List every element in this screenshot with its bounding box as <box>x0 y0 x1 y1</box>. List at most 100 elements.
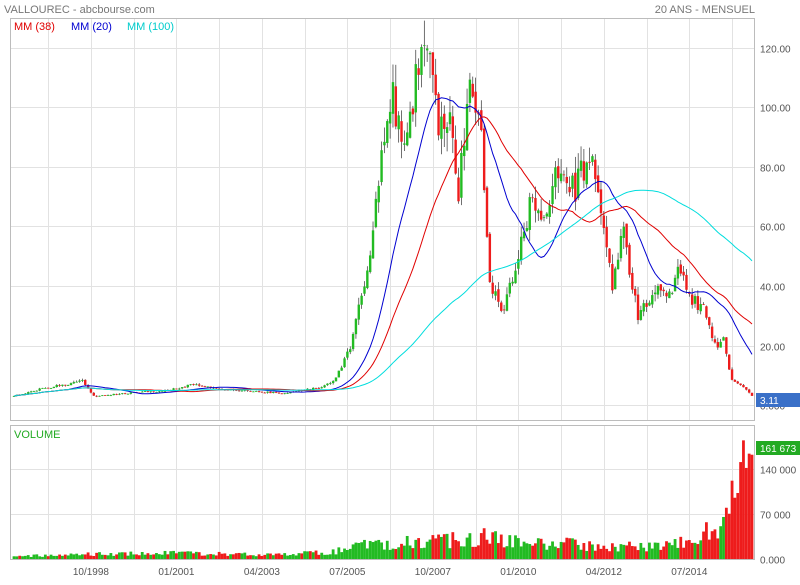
candle-body <box>608 248 611 263</box>
candle-body <box>437 93 440 136</box>
candle-body <box>742 384 745 388</box>
volume-bar <box>331 549 335 559</box>
volume-bar <box>340 552 344 559</box>
candle-body <box>44 387 47 389</box>
volume-bar <box>673 539 677 559</box>
volume-bar <box>146 553 150 559</box>
x-tick-label: 07/2005 <box>329 567 366 578</box>
volume-bar <box>345 550 349 559</box>
candle-body <box>431 52 435 76</box>
candle-body <box>32 391 36 393</box>
candle-body <box>21 393 24 395</box>
volume-bar <box>719 526 723 559</box>
volume-bar <box>516 538 520 559</box>
candle-body <box>522 231 526 239</box>
candle-body <box>614 268 617 290</box>
volume-bar <box>497 543 500 559</box>
candle-body <box>713 339 717 343</box>
volume-bar <box>576 544 580 559</box>
candle-body <box>548 205 551 217</box>
price-tick-label: 20.00 <box>760 343 785 354</box>
candle-body <box>730 369 734 380</box>
volume-bar <box>508 535 512 559</box>
candle-body <box>27 392 30 394</box>
candle-body <box>72 382 76 384</box>
candle-body <box>434 74 437 96</box>
candle-body <box>391 82 395 114</box>
volume-bar <box>707 539 711 559</box>
candle-body <box>246 390 249 391</box>
volume-bar <box>696 544 700 559</box>
candle-body <box>448 112 452 125</box>
candle-body <box>346 351 349 358</box>
volume-bar <box>633 546 637 559</box>
candle-body <box>653 292 657 295</box>
volume-bar <box>234 553 238 559</box>
volume-bar <box>494 531 497 559</box>
candle-body <box>215 387 218 389</box>
candle-body <box>508 282 511 294</box>
candle-body <box>206 386 209 388</box>
candle-body <box>383 141 386 146</box>
candle-body <box>702 304 705 306</box>
volume-bar <box>610 543 614 559</box>
volume-bar <box>98 552 101 559</box>
legend-mm20: MM (20) <box>71 21 112 33</box>
volume-bar <box>727 513 731 559</box>
volume-bar <box>676 547 680 559</box>
candle-body <box>121 393 124 395</box>
volume-bar <box>308 551 312 559</box>
candle-body <box>639 310 643 320</box>
volume-bar <box>306 551 309 559</box>
candle-body <box>682 271 685 276</box>
candle-body <box>642 303 645 312</box>
candle-body <box>306 388 309 390</box>
candle-body <box>468 79 472 103</box>
volume-bar <box>365 548 369 559</box>
candle-body <box>596 175 600 193</box>
volume-bar <box>12 556 16 559</box>
x-tick-label: 10/1998 <box>73 567 110 578</box>
candle-body <box>354 319 358 335</box>
volume-bar <box>23 555 27 559</box>
candle-body <box>728 354 731 370</box>
volume-bar <box>38 556 42 559</box>
volume-bar <box>354 542 358 559</box>
volume-bar <box>197 552 201 559</box>
volume-bar <box>391 548 395 559</box>
candle-body <box>636 294 640 321</box>
volume-bar <box>157 554 161 559</box>
candle-body <box>514 270 517 284</box>
candle-body <box>386 121 389 144</box>
volume-bar <box>288 554 292 559</box>
candle-body <box>143 391 147 392</box>
volume-bar <box>32 554 36 559</box>
candle-body <box>673 277 677 292</box>
candle-body <box>360 295 363 305</box>
candle-body <box>326 383 329 386</box>
candle-body <box>55 384 58 388</box>
volume-bar <box>132 554 136 559</box>
candle-body <box>152 391 155 393</box>
candle-body <box>628 244 631 275</box>
volume-bar <box>383 549 386 559</box>
candle-body <box>676 266 680 279</box>
volume-bar <box>739 462 743 559</box>
volume-bar <box>548 545 552 559</box>
candle-body <box>198 384 201 386</box>
candle-body <box>497 289 500 302</box>
candle-body <box>41 387 44 389</box>
candle-body <box>668 291 671 299</box>
volume-tick-label: 140 000 <box>760 466 797 477</box>
volume-bar <box>690 542 694 559</box>
candle-body <box>280 393 284 395</box>
moving-average-line <box>13 97 753 397</box>
candle-body <box>343 358 346 368</box>
volume-bar <box>519 546 523 559</box>
volume-bar <box>428 539 432 559</box>
price-tick-label: 60.00 <box>760 223 785 234</box>
volume-bar <box>622 544 626 559</box>
volume-bar <box>488 543 492 559</box>
volume-bar <box>702 531 705 559</box>
